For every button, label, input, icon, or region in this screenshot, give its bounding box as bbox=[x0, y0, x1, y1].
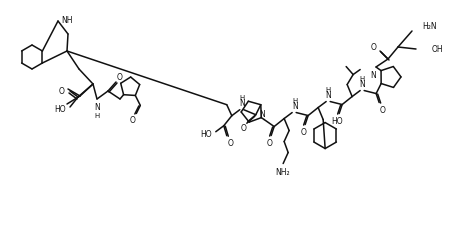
Text: N: N bbox=[259, 109, 265, 119]
Text: N: N bbox=[325, 91, 331, 100]
Text: H: H bbox=[293, 97, 298, 103]
Text: N: N bbox=[370, 70, 376, 79]
Text: H: H bbox=[239, 94, 245, 100]
Text: H₂N: H₂N bbox=[422, 21, 437, 30]
Text: O: O bbox=[379, 106, 385, 114]
Text: OH: OH bbox=[432, 45, 443, 54]
Text: N: N bbox=[94, 103, 100, 112]
Text: O: O bbox=[228, 139, 234, 147]
Text: O: O bbox=[117, 73, 123, 82]
Text: NH: NH bbox=[61, 15, 73, 25]
Text: O: O bbox=[241, 124, 247, 133]
Text: HO: HO bbox=[200, 130, 212, 139]
Text: H: H bbox=[360, 75, 365, 81]
Text: O: O bbox=[266, 139, 272, 147]
Text: O: O bbox=[59, 86, 65, 95]
Text: N: N bbox=[292, 102, 298, 111]
Text: O: O bbox=[371, 43, 377, 52]
Text: H: H bbox=[94, 112, 100, 118]
Text: HO: HO bbox=[331, 117, 343, 125]
Text: N: N bbox=[359, 80, 365, 89]
Text: O: O bbox=[130, 115, 135, 124]
Text: H: H bbox=[326, 86, 331, 92]
Text: O: O bbox=[300, 128, 306, 136]
Text: HO: HO bbox=[54, 105, 66, 114]
Text: N: N bbox=[239, 99, 245, 108]
Text: NH₂: NH₂ bbox=[275, 167, 289, 176]
